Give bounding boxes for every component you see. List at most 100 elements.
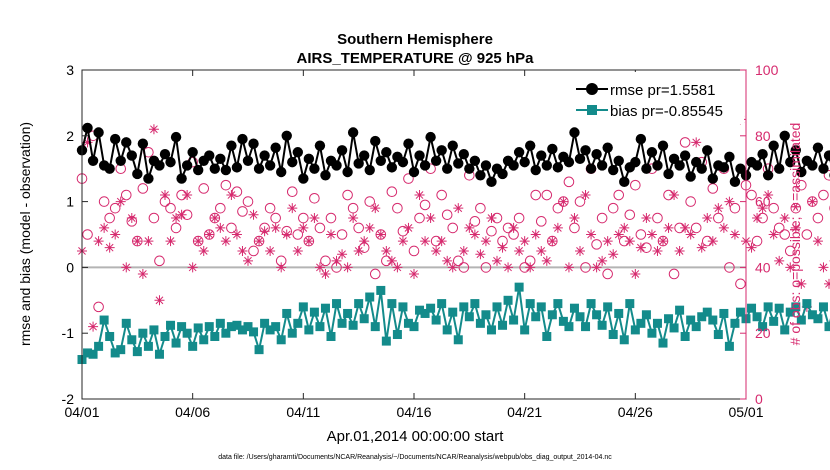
obs-assimilated-point xyxy=(331,255,342,266)
rmse-point xyxy=(596,160,608,171)
obs-possible-point xyxy=(215,202,226,214)
x-tick-label: 04/21 xyxy=(507,404,542,420)
obs-possible-point xyxy=(286,186,298,198)
rmse-point xyxy=(585,163,597,174)
rmse-point xyxy=(818,163,829,174)
obs-possible-point xyxy=(392,202,403,214)
obs-assimilated-point xyxy=(563,262,574,273)
obs-assimilated-point xyxy=(375,229,386,240)
obs-assimilated-point xyxy=(624,236,635,247)
obs-assimilated-point xyxy=(154,295,165,306)
obs-assimilated-point xyxy=(492,255,502,266)
obs-assimilated-point xyxy=(254,236,265,247)
obs-possible-point xyxy=(220,179,232,191)
rmse-point xyxy=(314,140,326,151)
chart-title-line-1: Southern Hemisphere xyxy=(337,31,493,48)
obs-assimilated-point xyxy=(137,268,148,279)
bias-point xyxy=(763,302,773,312)
obs-assimilated-point xyxy=(309,213,320,224)
bias-point xyxy=(813,314,823,324)
bias-point xyxy=(464,312,474,322)
rmse-point xyxy=(309,163,320,174)
obs-possible-point xyxy=(342,189,353,201)
obs-possible-point xyxy=(530,189,542,201)
rmse-point xyxy=(762,170,774,181)
rmse-point xyxy=(608,164,619,176)
rmse-point xyxy=(231,162,243,173)
bias-point xyxy=(143,341,153,351)
obs-assimilated-point xyxy=(143,236,154,247)
bias-point xyxy=(415,305,425,315)
obs-assimilated-point xyxy=(165,236,176,247)
bias-point xyxy=(210,331,220,341)
bias-point xyxy=(708,315,718,325)
bias-point xyxy=(332,299,342,309)
rmse-point xyxy=(270,142,281,153)
bias-point xyxy=(265,325,275,335)
obs-possible-point xyxy=(580,262,591,273)
obs-assimilated-point xyxy=(209,213,220,224)
bias-point xyxy=(437,299,447,309)
bias-point xyxy=(409,322,419,332)
obs-assimilated-point xyxy=(420,236,431,247)
bias-point xyxy=(326,331,336,341)
rmse-point xyxy=(480,160,492,171)
rmse-point xyxy=(652,160,663,171)
rmse-point xyxy=(220,164,232,176)
obs-assimilated-point xyxy=(442,255,453,266)
bias-point xyxy=(243,322,253,332)
bias-point xyxy=(171,338,181,348)
bias-point xyxy=(735,307,745,317)
rmse-point xyxy=(453,158,464,169)
rmse-point xyxy=(497,168,508,180)
bias-point xyxy=(802,299,812,309)
bias-point xyxy=(658,338,668,348)
bias-point xyxy=(713,330,723,340)
obs-assimilated-point xyxy=(635,242,646,253)
bias-point xyxy=(669,323,679,333)
obs-assimilated-point xyxy=(104,242,115,253)
rmse-point xyxy=(613,155,624,167)
bias-point xyxy=(818,302,828,312)
rmse-point xyxy=(126,150,137,161)
obs-possible-point xyxy=(513,212,525,224)
obs-assimilated-point xyxy=(669,190,680,201)
bias-point xyxy=(298,302,308,312)
obs-possible-point xyxy=(796,179,807,191)
obs-assimilated-point xyxy=(619,222,630,233)
bias-point xyxy=(359,314,369,324)
obs-possible-point xyxy=(98,196,110,207)
rmse-point xyxy=(790,145,801,156)
rmse-point xyxy=(774,163,785,174)
series-obs-assimilated xyxy=(77,114,830,332)
obs-assimilated-point xyxy=(475,249,486,260)
bias-point xyxy=(686,315,696,325)
obs-possible-point xyxy=(353,222,364,234)
obs-assimilated-point xyxy=(608,249,619,260)
obs-assimilated-point xyxy=(569,213,580,224)
obs-assimilated-point xyxy=(370,203,381,214)
bias-point xyxy=(88,349,98,359)
bias-point xyxy=(304,325,314,335)
bias-point xyxy=(691,322,701,332)
obs-assimilated-point xyxy=(110,229,121,240)
bias-point xyxy=(215,318,225,328)
rmse-point xyxy=(165,156,176,168)
bias-point xyxy=(724,341,734,351)
bias-point xyxy=(337,318,347,328)
obs-possible-point xyxy=(414,212,425,224)
rmse-point xyxy=(121,137,132,148)
bias-point xyxy=(249,327,259,337)
obs-possible-point xyxy=(137,183,149,194)
bias-point xyxy=(697,312,707,322)
obs-possible-point xyxy=(768,202,779,214)
rmse-point xyxy=(336,145,348,156)
obs-assimilated-point xyxy=(713,203,724,214)
obs-possible-point xyxy=(690,222,702,234)
obs-assimilated-point xyxy=(685,229,696,240)
obs-assimilated-point xyxy=(397,236,408,247)
obs-assimilated-point xyxy=(342,262,353,273)
rmse-point xyxy=(807,160,818,171)
x-tick-label: 04/26 xyxy=(618,404,653,420)
rmse-point xyxy=(458,149,469,160)
